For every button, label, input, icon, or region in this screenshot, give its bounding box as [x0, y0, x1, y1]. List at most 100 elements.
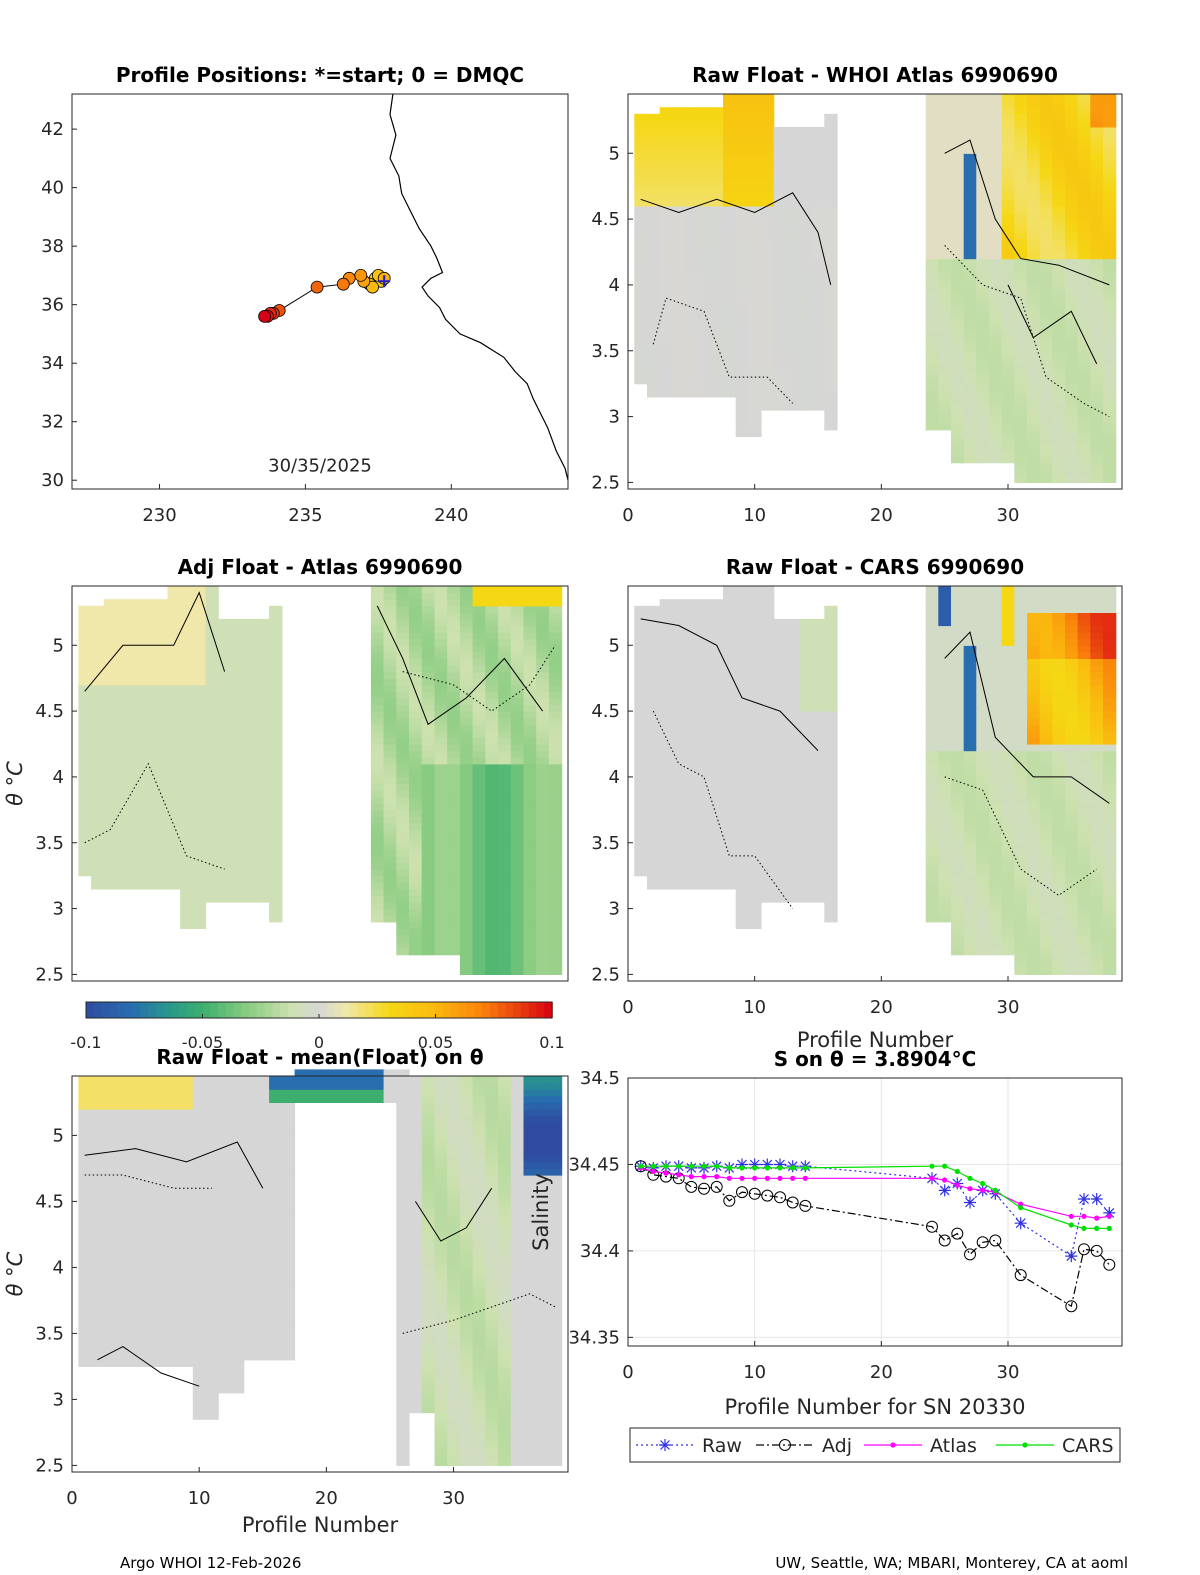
raw-whoi-cell	[761, 100, 775, 108]
raw-whoi-cell	[748, 153, 762, 161]
raw-cars-cell	[773, 803, 787, 811]
raw-cars-cell	[951, 902, 965, 910]
raw-cars-cell	[1065, 717, 1079, 725]
adj-atlas-cell	[485, 750, 499, 758]
raw-cars-cell	[710, 855, 724, 864]
adj-atlas-cell	[256, 632, 270, 640]
raw-whoi-cell	[938, 324, 952, 332]
raw-cars-cell	[799, 823, 813, 831]
raw-cars-cell	[989, 599, 1003, 607]
adj-atlas-cell	[459, 849, 474, 857]
raw-cars-cell	[685, 757, 699, 765]
adj-atlas-cell	[91, 645, 105, 653]
raw-whoi-cell	[634, 173, 648, 181]
raw-cars-cell	[824, 691, 838, 699]
raw-whoi-cell	[748, 396, 762, 404]
raw-whoi-cell	[1065, 166, 1079, 174]
raw-cars-cell	[1103, 586, 1117, 594]
raw-cars-cell	[761, 625, 775, 633]
raw-cars-cell	[647, 605, 661, 613]
positions-ytick-label: 34	[41, 353, 64, 374]
raw-cars-cell	[1065, 862, 1079, 870]
raw-cars-cell	[1014, 823, 1028, 831]
raw-cars-cell	[634, 632, 648, 640]
raw-whoi-cell	[1103, 324, 1117, 332]
raw-whoi-cell	[989, 245, 1003, 253]
raw-whoi-cell	[659, 107, 673, 115]
raw-mean-cell	[78, 1307, 92, 1315]
raw-whoi-cell	[1077, 350, 1091, 358]
raw-cars-cell	[773, 888, 787, 896]
raw-whoi-cell	[1065, 199, 1079, 207]
adj-atlas-cell	[459, 599, 474, 607]
raw-whoi-cell	[735, 284, 749, 293]
raw-mean-cell	[91, 1168, 105, 1176]
raw-cars-cell	[723, 592, 737, 600]
raw-cars-cell	[761, 809, 775, 817]
raw-whoi-cell	[976, 324, 990, 332]
raw-cars-cell	[647, 618, 661, 627]
raw-whoi-cell	[1027, 107, 1041, 115]
raw-whoi-cell	[1039, 403, 1053, 411]
adj-atlas-cell	[141, 855, 156, 864]
raw-cars-cell	[1103, 737, 1117, 745]
raw-cars-cell	[748, 803, 762, 811]
raw-whoi-cell	[1065, 140, 1079, 148]
raw-whoi-cell	[1065, 311, 1079, 319]
raw-cars-cell	[634, 671, 648, 679]
adj-atlas-cell	[548, 711, 563, 719]
adj-atlas-cell	[269, 730, 283, 738]
raw-whoi-cell	[1014, 324, 1028, 332]
raw-whoi-cell	[1077, 179, 1091, 187]
raw-cars-cell	[951, 796, 965, 804]
adj-atlas-cell	[91, 658, 105, 666]
adj-atlas-cell	[141, 724, 156, 732]
adj-atlas-cell	[383, 882, 397, 890]
adj-atlas-cell	[154, 809, 168, 817]
adj-atlas-cell	[129, 783, 143, 791]
raw-cars-cell	[1103, 651, 1117, 659]
raw-cars-cell	[925, 836, 939, 844]
adj-atlas-cell	[409, 763, 423, 771]
raw-cars-cell	[1077, 849, 1091, 857]
adj-atlas-cell	[192, 678, 207, 686]
raw-whoi-cell	[989, 153, 1003, 161]
adj-atlas-cell	[154, 730, 168, 738]
raw-cars-cell	[925, 684, 939, 692]
raw-whoi-cell	[925, 173, 939, 181]
raw-whoi-cell	[647, 166, 661, 174]
raw-whoi-cell	[1039, 363, 1053, 372]
raw-cars-cell	[710, 632, 724, 640]
raw-cars-cell	[723, 717, 737, 725]
raw-cars-cell	[1052, 711, 1066, 719]
raw-cars-cell	[1077, 934, 1091, 943]
adj-atlas-cell	[498, 599, 512, 607]
raw-whoi-cell	[951, 357, 965, 365]
adj-atlas-cell	[243, 796, 257, 804]
raw-whoi-cell	[925, 403, 939, 411]
raw-cars-cell	[672, 737, 686, 745]
raw-cars-cell	[1065, 783, 1079, 791]
raw-whoi-cell	[1014, 291, 1028, 299]
adj-atlas-cell	[409, 823, 423, 831]
adj-atlas-cell	[421, 888, 435, 896]
raw-cars-cell	[672, 671, 686, 679]
adj-atlas-cell	[523, 658, 537, 666]
raw-whoi-cell	[951, 324, 965, 332]
adj-atlas-cell	[205, 697, 219, 706]
raw-cars-cell	[786, 651, 800, 659]
raw-cars-cell	[1039, 941, 1053, 949]
raw-cars-cell	[1065, 790, 1079, 798]
raw-cars-cell	[697, 625, 711, 633]
raw-whoi-cell	[811, 403, 825, 411]
raw-cars-cell	[748, 711, 762, 719]
raw-cars-cell	[1103, 697, 1117, 706]
raw-whoi-cell	[824, 225, 838, 233]
raw-cars-cell	[647, 684, 661, 692]
raw-whoi-cell	[938, 140, 952, 148]
adj-atlas-cell	[472, 882, 486, 890]
raw-cars-cell	[989, 855, 1003, 864]
adj-atlas-cell	[116, 671, 130, 679]
raw-whoi-cell	[786, 291, 800, 299]
raw-whoi-cell	[1027, 120, 1041, 128]
